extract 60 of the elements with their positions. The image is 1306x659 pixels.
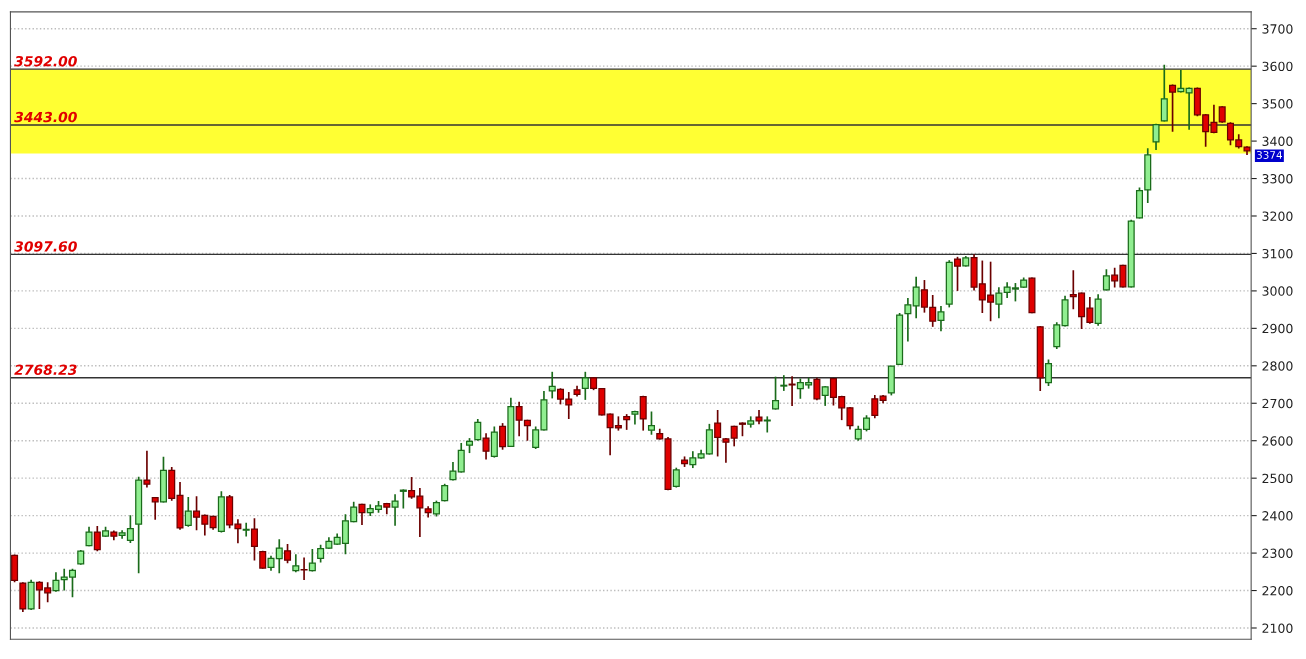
candlestick: [672, 466, 680, 489]
candlestick: [284, 543, 292, 565]
candlestick: [871, 394, 879, 420]
candlestick: [474, 418, 482, 442]
candlestick: [821, 385, 829, 407]
candlestick: [995, 286, 1003, 320]
candlestick: [714, 409, 722, 458]
candlestick: [722, 437, 730, 464]
y-tick-label: 2700: [1262, 398, 1293, 409]
y-tick-label: 3400: [1262, 136, 1293, 147]
candlestick: [772, 375, 780, 411]
candlestick: [143, 449, 151, 489]
candlestick: [581, 370, 589, 401]
ref-line-label: 3097.60: [14, 241, 77, 252]
y-tick-label: 2500: [1262, 473, 1293, 484]
y-tick-label: 2800: [1262, 361, 1293, 371]
text: 3374: [1256, 151, 1283, 159]
y-tick-label: 2900: [1262, 323, 1293, 334]
y-tick-label: 3300: [1262, 174, 1293, 184]
candlestick: [780, 374, 788, 392]
candlestick: [912, 275, 920, 320]
y-tick-label: 3000: [1262, 286, 1293, 296]
candlestick: [184, 496, 192, 528]
ref-line-label: 3592.00: [14, 55, 77, 67]
candlestick: [788, 375, 796, 407]
y-tick-label: 3500: [1262, 99, 1293, 109]
candlestick: [937, 305, 945, 333]
y-tick-label: 2400: [1262, 511, 1293, 521]
candlestick: [52, 571, 60, 593]
candlestick: [1160, 63, 1168, 123]
candlestick: [391, 493, 399, 527]
candlestick: [250, 517, 258, 562]
candlestick: [904, 297, 912, 343]
candlestick: [300, 556, 308, 581]
y-tick-label: 3700: [1262, 24, 1293, 34]
candlestick: [763, 415, 771, 434]
candlestick: [953, 255, 962, 292]
y-tick-label: 3600: [1262, 61, 1293, 72]
y-tick-label: 2600: [1262, 436, 1293, 446]
candlestick: [399, 488, 407, 510]
candlestick: [482, 432, 490, 461]
ref-line-label: 3443.00: [14, 111, 77, 123]
y-tick-label: 2300: [1262, 548, 1293, 559]
y-tick-label: 2100: [1262, 623, 1293, 633]
candlestick: [242, 521, 250, 538]
y-tick-label: 3200: [1262, 211, 1293, 221]
candlestick: [499, 422, 507, 451]
candlestick: [548, 370, 556, 400]
candlestick: [1169, 83, 1177, 133]
candlestick: [647, 410, 655, 436]
candlestick: [1152, 123, 1160, 151]
candlestick: [1102, 268, 1110, 292]
y-tick-label: 3100: [1262, 248, 1293, 259]
candlestick: [93, 525, 101, 553]
y-tick-label: 2200: [1262, 586, 1293, 596]
candlestick: [1185, 86, 1193, 131]
ref-line-label: 2768.23: [14, 364, 77, 376]
candlestick: [813, 376, 821, 402]
candlestick: [639, 394, 647, 432]
candlestick: [1044, 358, 1053, 387]
